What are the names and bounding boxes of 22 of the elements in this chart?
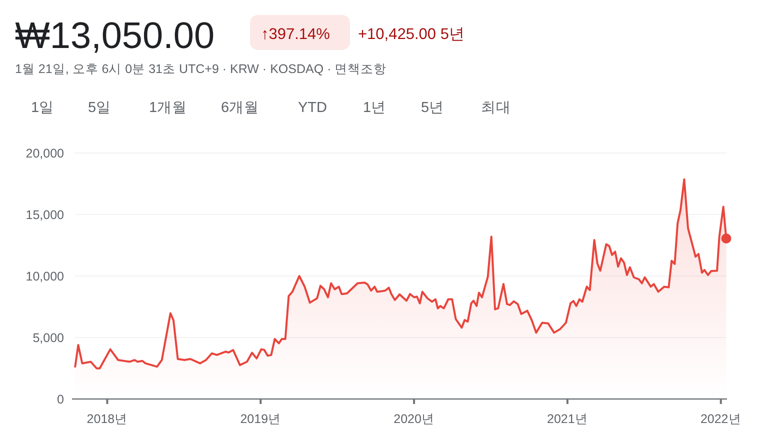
x-tick-label: 2021년 xyxy=(547,412,588,426)
x-tick-label: 2022년 xyxy=(700,412,742,426)
y-tick-label: 15,000 xyxy=(26,208,64,222)
annotation: 6개월 xyxy=(221,100,260,116)
annotation: +10,425.00 5년 xyxy=(358,26,465,43)
annotation: 5일 xyxy=(88,100,112,116)
annotation: YTD xyxy=(298,100,327,116)
annotation: 1일 xyxy=(31,100,54,116)
annotation: ↑397.14% xyxy=(261,26,330,43)
y-tick-label: 5,000 xyxy=(32,331,64,345)
y-tick-label: 10,000 xyxy=(26,270,64,284)
annotation: 1개월 xyxy=(149,100,188,116)
x-tick-label: 2020년 xyxy=(394,412,434,426)
subtitle: 1월 21일, 오후 6시 0분 31초 UTC+9 · KRW · KOSDAQ · 면책조항 xyxy=(15,62,387,76)
y-tick-label: 0 xyxy=(57,392,64,406)
annotation: 5년 xyxy=(421,100,444,116)
x-tick-label: 2018년 xyxy=(86,412,128,426)
title: ₩13,050.00 xyxy=(15,15,215,56)
y-tick-label: 20,000 xyxy=(26,146,64,160)
annotation: 1년 xyxy=(363,100,386,116)
x-tick-label: 2019년 xyxy=(240,412,282,426)
annotation: 최대 xyxy=(481,100,511,116)
